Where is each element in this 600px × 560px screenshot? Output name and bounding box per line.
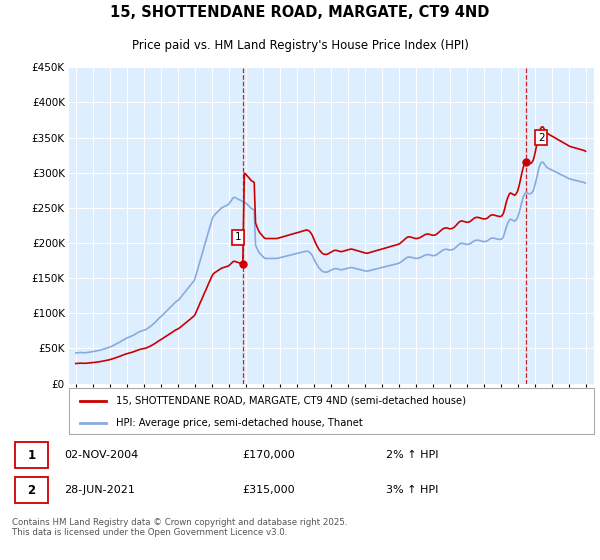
Text: HPI: Average price, semi-detached house, Thanet: HPI: Average price, semi-detached house,… <box>116 418 363 427</box>
Text: £315,000: £315,000 <box>242 486 295 496</box>
Text: 2% ↑ HPI: 2% ↑ HPI <box>386 450 439 460</box>
Text: 2: 2 <box>538 133 544 142</box>
FancyBboxPatch shape <box>15 477 48 503</box>
Text: 15, SHOTTENDANE ROAD, MARGATE, CT9 4ND: 15, SHOTTENDANE ROAD, MARGATE, CT9 4ND <box>110 6 490 20</box>
Text: £170,000: £170,000 <box>242 450 295 460</box>
Text: 1: 1 <box>235 232 241 242</box>
Text: Contains HM Land Registry data © Crown copyright and database right 2025.
This d: Contains HM Land Registry data © Crown c… <box>12 518 347 538</box>
Text: 2: 2 <box>28 484 35 497</box>
Text: 02-NOV-2004: 02-NOV-2004 <box>64 450 138 460</box>
Text: 3% ↑ HPI: 3% ↑ HPI <box>386 486 439 496</box>
Text: 1: 1 <box>28 449 35 462</box>
FancyBboxPatch shape <box>15 442 48 469</box>
Text: Price paid vs. HM Land Registry's House Price Index (HPI): Price paid vs. HM Land Registry's House … <box>131 39 469 53</box>
FancyBboxPatch shape <box>69 388 594 434</box>
Text: 15, SHOTTENDANE ROAD, MARGATE, CT9 4ND (semi-detached house): 15, SHOTTENDANE ROAD, MARGATE, CT9 4ND (… <box>116 396 466 406</box>
Text: 28-JUN-2021: 28-JUN-2021 <box>64 486 135 496</box>
